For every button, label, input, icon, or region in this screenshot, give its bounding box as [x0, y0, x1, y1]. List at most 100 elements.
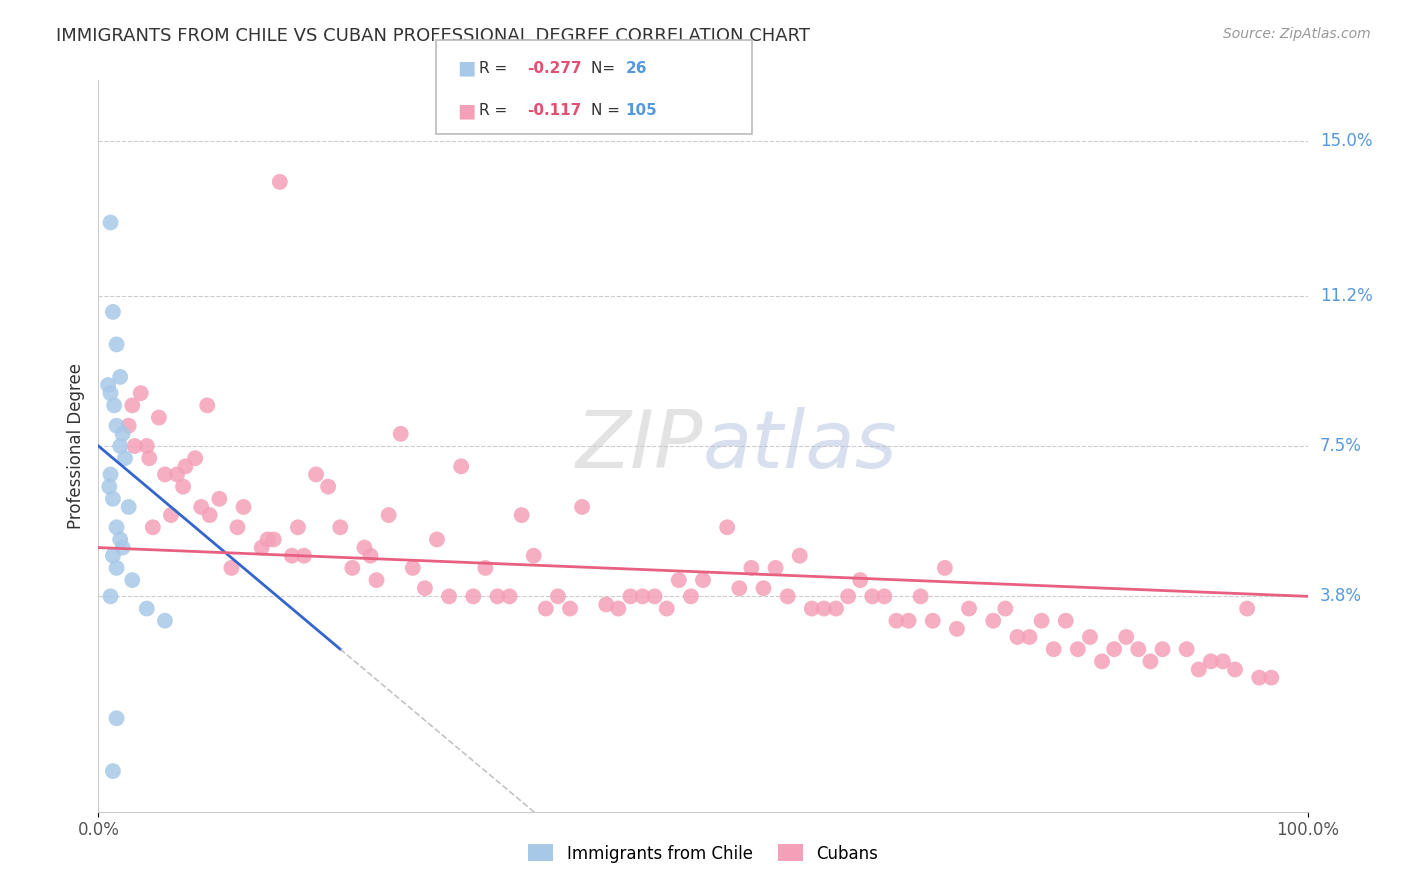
- Point: [100, 590, 122, 604]
- Point: [716, 520, 738, 534]
- Point: [389, 426, 412, 441]
- Point: [305, 467, 328, 482]
- Point: [910, 590, 932, 604]
- Point: [160, 508, 183, 522]
- Legend: Immigrants from Chile, Cubans: Immigrants from Chile, Cubans: [522, 838, 884, 869]
- Point: [510, 508, 533, 522]
- Text: atlas: atlas: [703, 407, 898, 485]
- Point: [250, 541, 273, 555]
- Text: R =: R =: [479, 61, 513, 76]
- Point: [208, 491, 231, 506]
- Point: [498, 590, 520, 604]
- Point: [108, 533, 131, 547]
- Text: ■: ■: [457, 59, 475, 78]
- Point: [1188, 663, 1211, 677]
- Point: [426, 533, 449, 547]
- Point: [1007, 630, 1029, 644]
- Point: [316, 480, 339, 494]
- Point: [98, 480, 121, 494]
- Text: Source: ZipAtlas.com: Source: ZipAtlas.com: [1223, 27, 1371, 41]
- Point: [118, 500, 141, 514]
- Point: [981, 614, 1004, 628]
- Point: [105, 561, 128, 575]
- Point: [108, 439, 131, 453]
- Point: [558, 601, 581, 615]
- Point: [450, 459, 472, 474]
- Point: [174, 459, 197, 474]
- Point: [752, 581, 775, 595]
- Point: [547, 590, 569, 604]
- Point: [1115, 630, 1137, 644]
- Point: [668, 573, 690, 587]
- Point: [148, 410, 170, 425]
- Text: 7.5%: 7.5%: [1320, 437, 1361, 455]
- Text: N=: N=: [591, 61, 620, 76]
- Point: [644, 590, 666, 604]
- Point: [631, 590, 654, 604]
- Point: [692, 573, 714, 587]
- Point: [135, 439, 157, 453]
- Point: [728, 581, 751, 595]
- Point: [105, 711, 128, 725]
- Point: [897, 614, 920, 628]
- Point: [138, 451, 160, 466]
- Text: -0.117: -0.117: [527, 103, 582, 119]
- Point: [263, 533, 285, 547]
- Point: [571, 500, 593, 514]
- Point: [619, 590, 641, 604]
- Point: [142, 520, 165, 534]
- Point: [873, 590, 896, 604]
- Text: IMMIGRANTS FROM CHILE VS CUBAN PROFESSIONAL DEGREE CORRELATION CHART: IMMIGRANTS FROM CHILE VS CUBAN PROFESSIO…: [56, 27, 810, 45]
- Point: [463, 590, 485, 604]
- Point: [135, 601, 157, 615]
- Point: [118, 418, 141, 433]
- Point: [281, 549, 304, 563]
- Point: [437, 590, 460, 604]
- Text: -0.277: -0.277: [527, 61, 582, 76]
- Text: ■: ■: [457, 101, 475, 120]
- Point: [366, 573, 388, 587]
- Point: [946, 622, 969, 636]
- Text: 105: 105: [626, 103, 658, 119]
- Point: [1128, 642, 1150, 657]
- Point: [860, 590, 883, 604]
- Point: [153, 614, 176, 628]
- Text: 11.2%: 11.2%: [1320, 286, 1372, 305]
- Point: [166, 467, 188, 482]
- Text: 3.8%: 3.8%: [1320, 587, 1361, 606]
- Point: [534, 601, 557, 615]
- Point: [607, 601, 630, 615]
- Point: [813, 601, 835, 615]
- Point: [1175, 642, 1198, 657]
- Point: [849, 573, 872, 587]
- Point: [825, 601, 848, 615]
- Point: [1031, 614, 1053, 628]
- Point: [111, 426, 134, 441]
- Point: [776, 590, 799, 604]
- Y-axis label: Professional Degree: Professional Degree: [66, 363, 84, 529]
- Point: [153, 467, 176, 482]
- Point: [100, 215, 122, 229]
- Point: [957, 601, 980, 615]
- Point: [1102, 642, 1125, 657]
- Point: [103, 398, 125, 412]
- Text: 15.0%: 15.0%: [1320, 132, 1372, 150]
- Point: [105, 337, 128, 351]
- Point: [486, 590, 509, 604]
- Point: [342, 561, 364, 575]
- Point: [256, 533, 278, 547]
- Point: [679, 590, 702, 604]
- Point: [353, 541, 375, 555]
- Point: [1152, 642, 1174, 657]
- Point: [221, 561, 243, 575]
- Text: 26: 26: [626, 61, 647, 76]
- Point: [184, 451, 207, 466]
- Point: [413, 581, 436, 595]
- Point: [1078, 630, 1101, 644]
- Point: [1054, 614, 1077, 628]
- Point: [934, 561, 956, 575]
- Text: N =: N =: [591, 103, 624, 119]
- Point: [921, 614, 943, 628]
- Point: [1260, 671, 1282, 685]
- Point: [800, 601, 823, 615]
